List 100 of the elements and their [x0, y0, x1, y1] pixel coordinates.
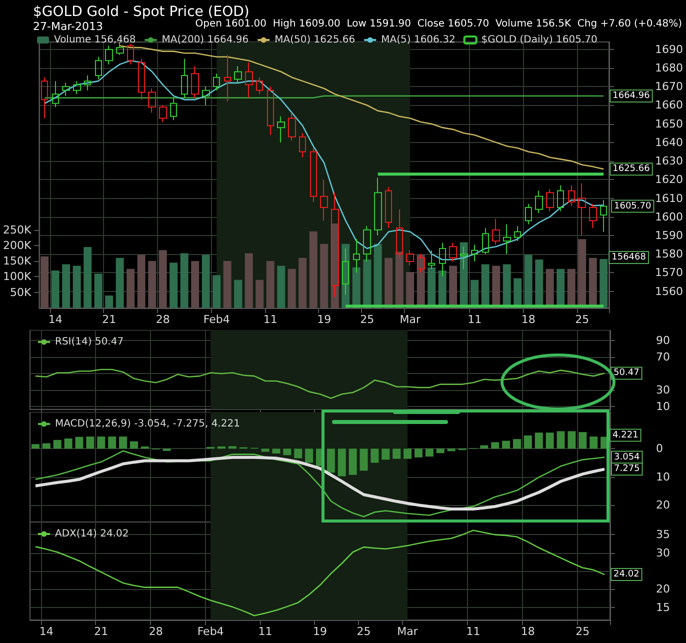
line-series	[34, 456, 606, 511]
bar	[228, 446, 236, 449]
x-tick-label: Feb4	[197, 625, 224, 638]
y-tick-label: 15	[656, 600, 670, 614]
y-tick-label: 1580	[655, 248, 684, 261]
y2-tick-label: 150K	[2, 254, 32, 268]
candlestick	[374, 177, 382, 236]
candlestick	[105, 45, 113, 65]
bar	[256, 280, 264, 308]
y2-tick-label: 200K	[2, 238, 32, 252]
bar	[97, 436, 106, 449]
candlestick	[535, 190, 543, 214]
y2-tick-label: 50K	[10, 286, 32, 299]
x-tick-label: 19	[317, 313, 332, 326]
bar	[191, 261, 200, 308]
legend-label: MACD(12,26,9) -3.054, -7.275, 4.221	[55, 418, 240, 430]
x-tick-label: 25	[576, 625, 590, 638]
legend-label: Volume 156,468	[54, 34, 136, 46]
bar	[212, 275, 221, 308]
candlestick	[159, 104, 167, 122]
line-series	[34, 368, 606, 399]
y2-tick-label: 100K	[2, 270, 32, 284]
bar	[72, 266, 81, 308]
x-tick-label: 11	[258, 625, 272, 638]
y-tick-label: 1660	[655, 98, 684, 112]
bar	[137, 254, 146, 308]
bar	[406, 272, 414, 308]
bar	[395, 252, 404, 308]
text: 3.054	[614, 452, 640, 462]
bar	[309, 231, 318, 308]
y-tick-label: 20	[656, 582, 670, 596]
bar	[338, 448, 346, 476]
y-tick-label: 1650	[655, 117, 684, 130]
y-tick-label: 30	[656, 384, 670, 397]
bar	[305, 448, 314, 463]
y-tick-label: 1620	[655, 173, 684, 186]
bar	[272, 448, 280, 454]
bar	[53, 440, 62, 449]
bar	[481, 264, 490, 308]
candlestick	[406, 250, 414, 266]
bar	[600, 259, 608, 308]
candlestick	[213, 73, 220, 91]
bar	[108, 436, 116, 449]
bar	[298, 258, 307, 308]
candlestick	[600, 200, 607, 232]
y-tick-label: 90	[656, 334, 670, 348]
bar	[348, 448, 357, 475]
bar	[392, 448, 401, 459]
line-series	[34, 530, 606, 616]
bar	[277, 266, 286, 308]
y-tick-label: 1640	[655, 136, 684, 149]
bar	[31, 444, 40, 449]
candlestick	[482, 228, 489, 255]
candlestick	[95, 56, 102, 80]
bar	[148, 261, 156, 308]
candlestick	[245, 62, 253, 98]
bar	[84, 246, 92, 308]
candlestick	[320, 179, 328, 222]
candlestick	[514, 226, 521, 242]
candlestick	[589, 203, 597, 229]
bar	[502, 264, 511, 308]
x-tick-label: 25	[360, 313, 374, 326]
bar	[180, 253, 188, 308]
bar	[556, 431, 565, 449]
bar	[556, 268, 565, 308]
y-tick-label: 30	[656, 546, 670, 560]
bar	[546, 432, 554, 449]
bar	[578, 239, 586, 308]
y-tick-label: 0	[656, 442, 663, 456]
candlestick	[73, 80, 81, 95]
text: Open 1601.00 High 1609.00 Low 1591.90 Close 1605.70 Volume 156.5K Chg +7.60 (+0.48%)	[195, 18, 682, 30]
legend-label: RSI(14) 50.47	[55, 336, 124, 348]
bar	[363, 259, 372, 308]
x-tick-label: 21	[94, 625, 108, 638]
bar	[86, 436, 94, 449]
text: 7.275	[614, 464, 640, 474]
candlestick	[568, 184, 575, 206]
legend-label: ADX(14) 24.02	[55, 528, 129, 540]
y-tick-label: 1610	[655, 192, 684, 205]
x-tick-label: 21	[102, 313, 116, 326]
bar	[360, 448, 368, 471]
x-tick-label: Mar	[400, 313, 421, 326]
candlestick	[41, 76, 48, 119]
bar	[64, 438, 72, 449]
y-tick-label: 1560	[655, 284, 684, 298]
bar	[590, 436, 598, 449]
x-tick-label: 18	[520, 625, 535, 638]
y-tick-label: 1570	[655, 266, 684, 280]
bar	[502, 440, 510, 449]
candlestick	[449, 242, 457, 262]
x-tick-label: 18	[521, 313, 536, 326]
candlestick	[503, 224, 511, 255]
y-tick-label: 1670	[655, 80, 684, 94]
bar	[116, 258, 124, 308]
bar	[524, 435, 532, 449]
candlestick	[234, 66, 242, 84]
candlestick	[288, 112, 296, 142]
bar	[223, 261, 232, 308]
candlestick	[202, 86, 210, 106]
data-label: 24.02	[614, 570, 640, 580]
